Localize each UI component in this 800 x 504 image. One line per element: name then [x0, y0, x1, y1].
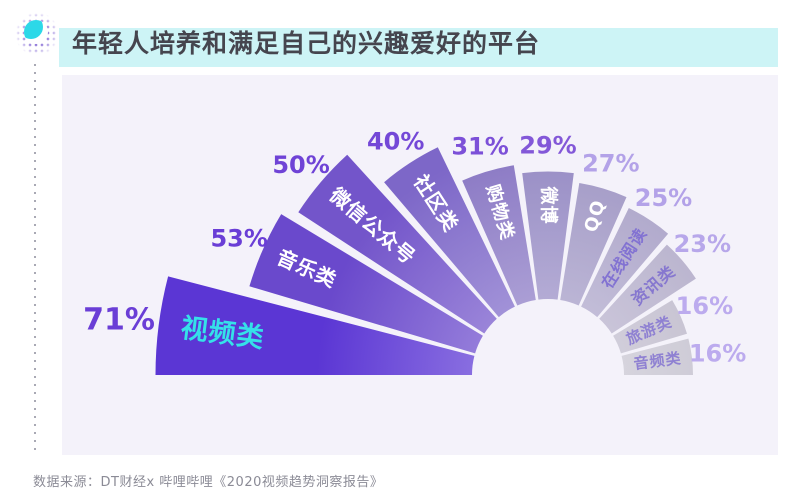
- value-label: 25%: [635, 184, 692, 212]
- fan-wedge: [613, 300, 687, 354]
- value-label: 16%: [689, 339, 746, 367]
- fan-wedge: [384, 147, 515, 318]
- fan-wedge: [155, 276, 475, 375]
- value-label: 31%: [451, 132, 508, 160]
- value-label: 16%: [676, 292, 733, 320]
- value-label: 71%: [83, 303, 155, 338]
- chart-panel: 71% 视频类 53% 音乐类 50% 微信公众号 40% 社区类 31% 购物类 29% 微博 27%…: [62, 75, 778, 455]
- fan-wedge: [298, 154, 497, 334]
- value-label: 40%: [367, 127, 424, 155]
- value-label: 53%: [210, 225, 267, 253]
- fan-wedge: [599, 244, 696, 334]
- fan-wedge: [621, 338, 694, 375]
- value-label: 29%: [519, 132, 576, 160]
- fan-wedge: [581, 208, 669, 318]
- deco-dotted-line: [34, 64, 36, 452]
- data-source: 数据来源：DT财经x 哔哩哔哩《2020视频趋势洞察报告》: [33, 475, 384, 490]
- fan-wedge: [522, 171, 574, 300]
- deco-cyan-dot-icon: [24, 20, 48, 44]
- fan-wedge: [462, 165, 536, 306]
- category-label: 微博: [538, 186, 560, 225]
- value-label: 23%: [674, 230, 731, 258]
- fan-wedge: [249, 214, 483, 354]
- category-label: 音频类: [633, 349, 683, 373]
- value-label: 27%: [582, 150, 639, 178]
- page-title: 年轻人培养和满足自己的兴趣爱好的平台: [72, 29, 541, 58]
- title-highlight: [59, 28, 778, 67]
- fan-chart: 71% 视频类53%音乐类50%微信公众号40%社区类31%购物类29%微博27%…: [83, 127, 746, 375]
- value-label: 50%: [272, 151, 329, 179]
- fan-wedge: [560, 183, 627, 306]
